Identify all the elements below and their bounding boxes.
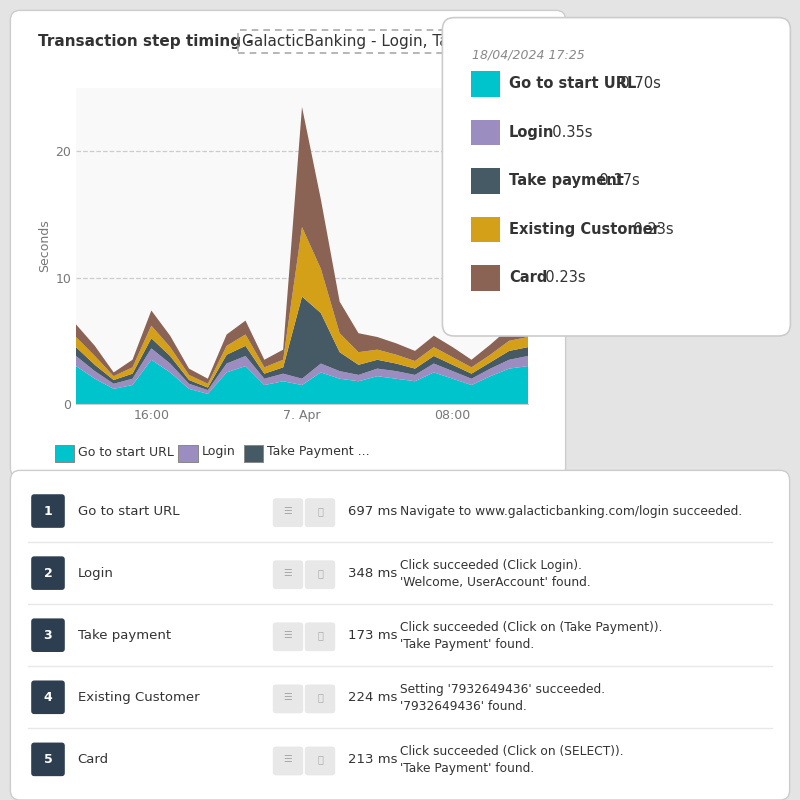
Text: 18/04/2024 17:25: 18/04/2024 17:25 — [472, 49, 585, 62]
Text: 'Take Payment' found.: 'Take Payment' found. — [400, 762, 534, 775]
Text: 0.23s: 0.23s — [624, 222, 674, 237]
Text: ☰: ☰ — [284, 754, 292, 764]
Text: 2: 2 — [44, 566, 52, 580]
Text: Take Payment ...: Take Payment ... — [267, 446, 370, 458]
Text: 0.70s: 0.70s — [610, 77, 661, 91]
Text: 'Take Payment' found.: 'Take Payment' found. — [400, 638, 534, 651]
Text: '7932649436' found.: '7932649436' found. — [400, 700, 527, 714]
Text: Go to start URL: Go to start URL — [78, 505, 179, 518]
Text: Card: Card — [78, 753, 109, 766]
Text: 5: 5 — [44, 753, 52, 766]
Text: 224 ms: 224 ms — [348, 690, 398, 704]
Text: Go to start URL: Go to start URL — [509, 77, 636, 91]
Text: Click succeeded (Click on (SELECT)).: Click succeeded (Click on (SELECT)). — [400, 745, 624, 758]
Text: Click succeeded (Click Login).: Click succeeded (Click Login). — [400, 558, 582, 572]
Text: Click succeeded (Click on (Take Payment)).: Click succeeded (Click on (Take Payment)… — [400, 621, 662, 634]
Text: 📷: 📷 — [317, 506, 323, 516]
Text: 0.35s: 0.35s — [542, 125, 592, 140]
Text: ☰: ☰ — [284, 630, 292, 640]
Text: Login: Login — [202, 446, 235, 458]
Text: GalacticBanking - Login, Take: GalacticBanking - Login, Take — [242, 34, 466, 49]
Text: 348 ms: 348 ms — [348, 566, 398, 580]
Text: ☰: ☰ — [284, 692, 292, 702]
Text: Login: Login — [78, 566, 114, 580]
Text: 📷: 📷 — [317, 754, 323, 764]
Text: Go to start URL: Go to start URL — [78, 446, 174, 458]
Y-axis label: Seconds: Seconds — [38, 220, 51, 272]
Text: Card: Card — [509, 270, 547, 286]
Text: 213 ms: 213 ms — [348, 753, 398, 766]
Text: 0.23s: 0.23s — [536, 270, 586, 286]
Text: Setting '7932649436' succeeded.: Setting '7932649436' succeeded. — [400, 682, 605, 696]
Text: 📷: 📷 — [317, 630, 323, 640]
Text: ☰: ☰ — [284, 568, 292, 578]
Text: Existing Customer: Existing Customer — [78, 690, 199, 704]
Text: 📷: 📷 — [317, 692, 323, 702]
Text: 📷: 📷 — [317, 568, 323, 578]
Text: ☰: ☰ — [284, 506, 292, 516]
Text: 'Welcome, UserAccount' found.: 'Welcome, UserAccount' found. — [400, 576, 590, 590]
Text: 3: 3 — [44, 629, 52, 642]
Text: Login: Login — [509, 125, 554, 140]
Text: 1: 1 — [44, 505, 52, 518]
Text: Transaction step timing -: Transaction step timing - — [38, 34, 258, 49]
Text: 173 ms: 173 ms — [348, 629, 398, 642]
Text: Take payment: Take payment — [509, 174, 624, 189]
Text: Take payment: Take payment — [78, 629, 170, 642]
Text: Existing Customer: Existing Customer — [509, 222, 660, 237]
Text: 0.17s: 0.17s — [590, 174, 640, 189]
Text: 4: 4 — [44, 690, 52, 704]
Text: 697 ms: 697 ms — [348, 505, 398, 518]
Text: Navigate to www.galacticbanking.com/login succeeded.: Navigate to www.galacticbanking.com/logi… — [400, 505, 742, 518]
